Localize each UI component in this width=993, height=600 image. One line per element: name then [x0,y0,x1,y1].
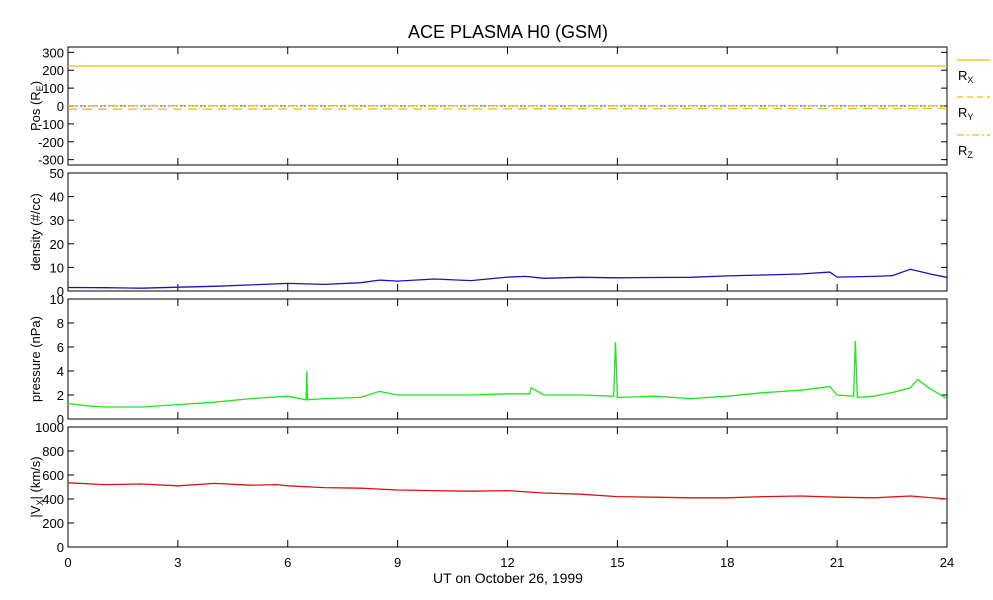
y-tick-label: 10 [50,260,64,275]
series-line-pressure-0 [67,340,948,408]
legend-label: RZ [958,143,973,160]
x-axis-label: UT on October 26, 1999 [433,570,583,586]
y-tick-label: 6 [57,340,64,355]
x-tick-label: 21 [830,555,844,570]
series-line-density-0 [67,268,948,289]
y-tick-label: 2 [57,388,64,403]
y-tick-label: 100 [42,81,64,96]
panel-vx: 0 200 400 600 800 1000 0 3 6 9 12 15 18 21 24 |VX| (km/… [28,420,954,570]
x-tick-label: 24 [940,555,954,570]
y-tick-label: 0 [57,412,64,427]
y-axis-label: density (#/cc) [28,193,43,270]
x-tick-label: 3 [174,555,181,570]
x-tick-label: 15 [610,555,624,570]
y-tick-label: 800 [42,444,64,459]
y-tick-label: 600 [42,468,64,483]
x-tick-label: 12 [500,555,514,570]
y-tick-label: 300 [42,45,64,60]
panel-pressure: 0 2 4 6 8 10 pressure (nPa) [28,292,948,427]
y-tick-label: -100 [38,117,64,132]
y-tick-label: 0 [57,99,64,114]
y-tick-label: 20 [50,237,64,252]
y-tick-label: -200 [38,135,64,150]
y-tick-label: 400 [42,492,64,507]
y-tick-label: 0 [57,284,64,299]
y-tick-label: 200 [42,63,64,78]
y-tick-label: 200 [42,516,64,531]
y-tick-label: 40 [50,190,64,205]
y-tick-label: 10 [50,292,64,307]
y-tick-label: 1000 [35,420,64,435]
y-axis-label: Pos (RE) [28,81,45,131]
y-tick-label: 0 [57,540,64,555]
series-line-position-1 [67,107,948,110]
panel-frame [67,426,948,548]
y-tick-label: 8 [57,316,64,331]
x-tick-label: 0 [64,555,71,570]
chart-title: ACE PLASMA H0 (GSM) [408,22,608,42]
legend-label: RY [958,105,973,122]
y-axis-label: pressure (nPa) [28,316,43,402]
series-line-vx-0 [67,482,948,500]
y-tick-label: -300 [38,153,64,168]
panel-frame [67,298,948,420]
panel-position: 300 200 100 0 -100 -200 -300 Pos (RE) RX RY RZ [28,45,990,168]
legend-label: RX [958,68,973,85]
panel-density: 0 10 20 30 40 50 density (#/cc) [28,166,948,299]
y-tick-label: 4 [57,364,64,379]
y-tick-label: 30 [50,213,64,228]
x-tick-label: 9 [394,555,401,570]
x-tick-label: 18 [720,555,734,570]
y-tick-label: 50 [50,166,64,181]
x-tick-label: 6 [284,555,291,570]
y-axis-label: |VX| (km/s) [28,456,45,517]
